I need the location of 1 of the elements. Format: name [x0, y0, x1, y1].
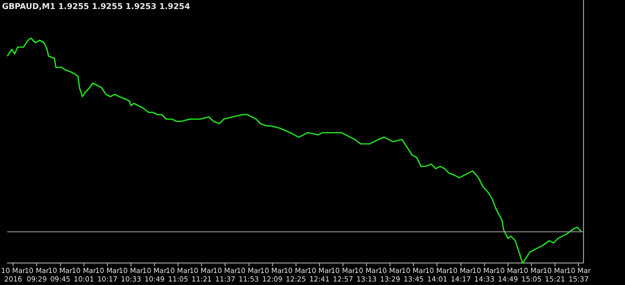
chart-title: GBPAUD,M1 1.9255 1.9255 1.9253 1.9254 — [2, 2, 190, 11]
